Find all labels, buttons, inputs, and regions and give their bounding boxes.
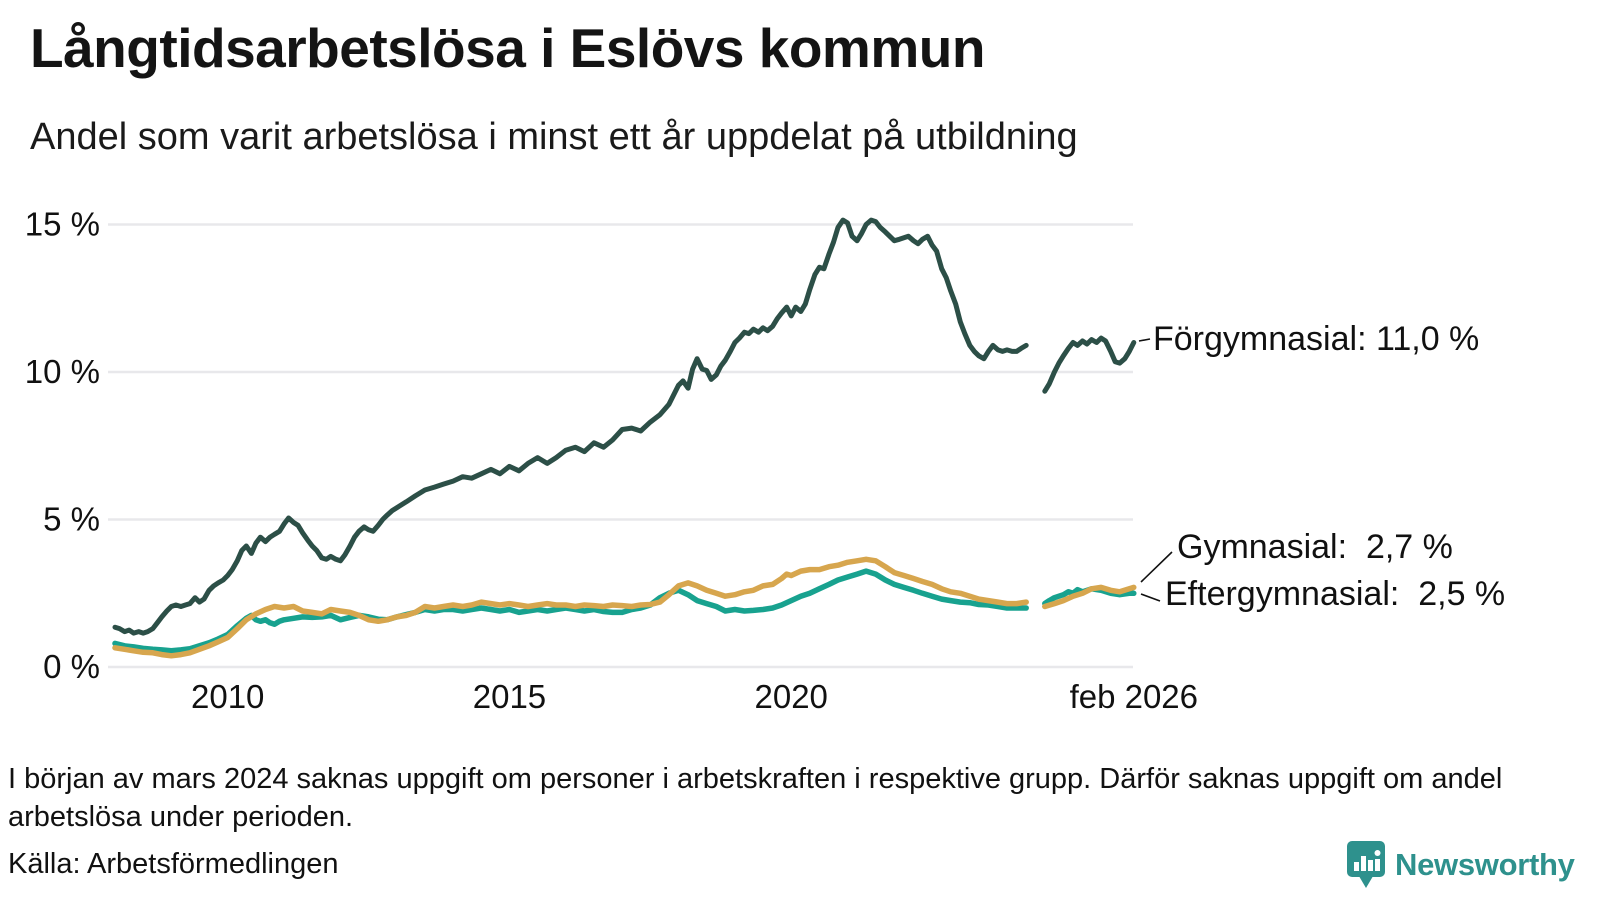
- x-axis-label-2010: 2010: [191, 678, 264, 715]
- x-axis-label-feb-2026: feb 2026: [1070, 678, 1198, 715]
- series-line-gymnasial-seg1: [112, 556, 1029, 659]
- y-axis-label-0: 0 %: [43, 648, 100, 685]
- series-line-gymnasial-seg2: [1042, 584, 1137, 610]
- x-axis-label-2020: 2020: [754, 678, 827, 715]
- label-connector-förgymnasial: [1138, 338, 1151, 342]
- newsworthy-wordmark: Newsworthy: [1395, 847, 1575, 882]
- label-connector-gymnasial: [1140, 551, 1173, 583]
- page-title: Långtidsarbetslösa i Eslövs kommun: [30, 17, 985, 79]
- source-attribution: Källa: Arbetsförmedlingen: [8, 848, 339, 880]
- data-gap-footnote: I början av mars 2024 saknas uppgift om …: [8, 763, 1503, 833]
- series-line-förgymnasial-seg1: [112, 217, 1029, 636]
- chart-subtitle: Andel som varit arbetslösa i minst ett å…: [30, 116, 1078, 158]
- y-axis-label-15: 15 %: [25, 206, 100, 243]
- series-line-eftergymnasial-seg1: [112, 568, 1029, 654]
- series-line-förgymnasial-seg2: [1042, 335, 1137, 394]
- label-connector-eftergymnasial: [1140, 593, 1161, 602]
- x-axis-label-2015: 2015: [473, 678, 546, 715]
- y-axis-label-10: 10 %: [25, 353, 100, 390]
- series-label-förgymnasial: Förgymnasial: 11,0 %: [1153, 320, 1479, 358]
- series-label-eftergymnasial: Eftergymnasial: 2,5 %: [1165, 575, 1505, 613]
- series-line-eftergymnasial-seg2: [1042, 586, 1137, 607]
- newsworthy-pin-icon: [1346, 840, 1386, 890]
- series-label-gymnasial: Gymnasial: 2,7 %: [1177, 528, 1453, 566]
- y-axis-label-5: 5 %: [43, 501, 100, 538]
- newsworthy-logo: Newsworthy: [1346, 840, 1575, 890]
